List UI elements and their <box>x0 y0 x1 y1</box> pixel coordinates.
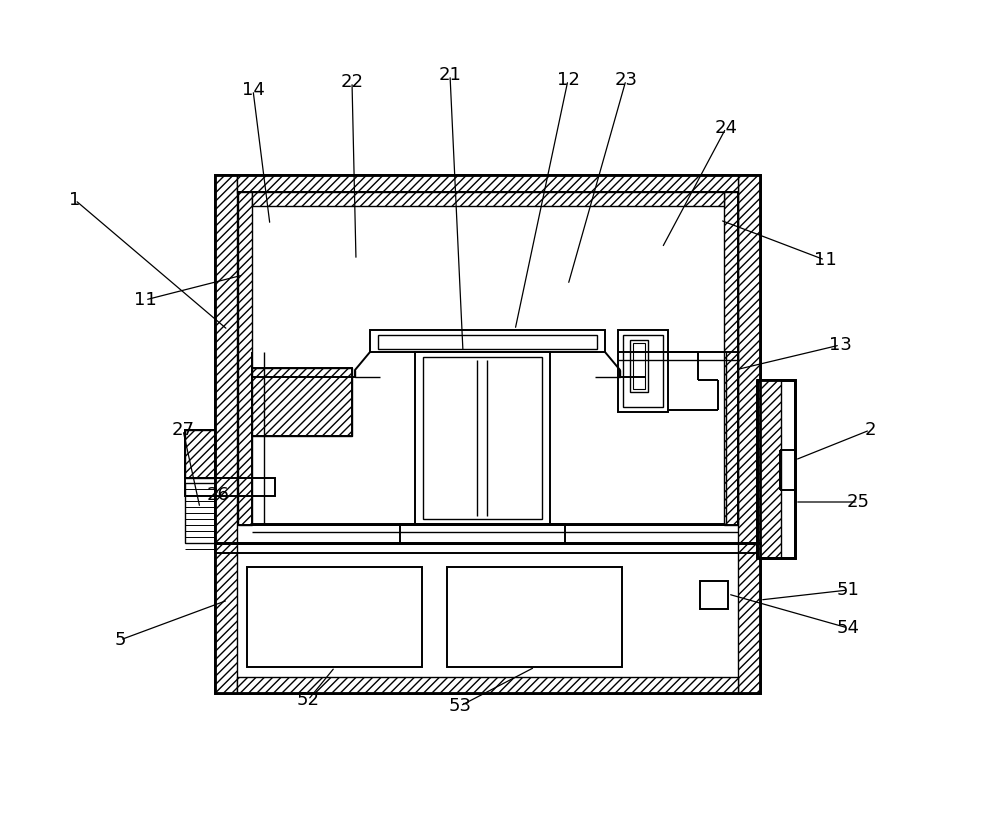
Bar <box>247 567 422 667</box>
Text: 14: 14 <box>242 81 264 99</box>
Text: 52: 52 <box>296 691 320 709</box>
Bar <box>757 380 795 558</box>
Bar <box>623 335 663 407</box>
Bar <box>215 175 237 543</box>
Text: 24: 24 <box>714 119 738 137</box>
Bar <box>252 192 724 206</box>
Bar <box>215 543 760 693</box>
Bar <box>237 677 738 693</box>
Bar <box>370 330 605 352</box>
Text: 21: 21 <box>439 66 461 84</box>
Bar <box>215 543 237 693</box>
Text: 12: 12 <box>557 71 579 89</box>
Bar <box>738 543 760 693</box>
Text: 25: 25 <box>846 493 870 511</box>
Bar <box>238 192 738 525</box>
Text: 22: 22 <box>340 73 364 91</box>
Bar <box>757 380 795 558</box>
Bar <box>738 175 760 543</box>
Bar <box>633 343 645 389</box>
Bar <box>238 192 738 525</box>
Text: 53: 53 <box>448 697 472 715</box>
Text: 23: 23 <box>614 71 638 89</box>
Bar <box>215 175 760 543</box>
Text: 13: 13 <box>829 336 851 354</box>
Text: 51: 51 <box>837 581 859 599</box>
Bar <box>238 192 252 525</box>
Text: 1: 1 <box>69 191 81 209</box>
Bar <box>700 581 728 609</box>
Bar <box>724 192 738 525</box>
Bar <box>252 368 352 436</box>
Bar <box>252 368 352 436</box>
Bar <box>185 430 215 478</box>
Bar <box>185 430 215 478</box>
Bar <box>618 330 668 412</box>
Bar <box>215 175 760 543</box>
Bar <box>415 352 550 524</box>
Bar <box>378 335 597 349</box>
Bar <box>423 357 542 519</box>
Bar <box>447 567 622 667</box>
Bar <box>757 380 781 558</box>
Bar <box>185 483 215 543</box>
Text: 2: 2 <box>864 421 876 439</box>
Text: 26: 26 <box>207 486 229 504</box>
Bar <box>185 430 215 478</box>
Bar <box>215 543 760 693</box>
Bar <box>237 175 738 193</box>
Text: 11: 11 <box>814 251 836 269</box>
Text: 5: 5 <box>114 631 126 649</box>
Text: 11: 11 <box>134 291 156 309</box>
Bar <box>185 478 275 496</box>
Bar <box>630 340 648 392</box>
Text: 54: 54 <box>836 619 860 637</box>
Text: 27: 27 <box>172 421 194 439</box>
Bar <box>400 524 565 544</box>
